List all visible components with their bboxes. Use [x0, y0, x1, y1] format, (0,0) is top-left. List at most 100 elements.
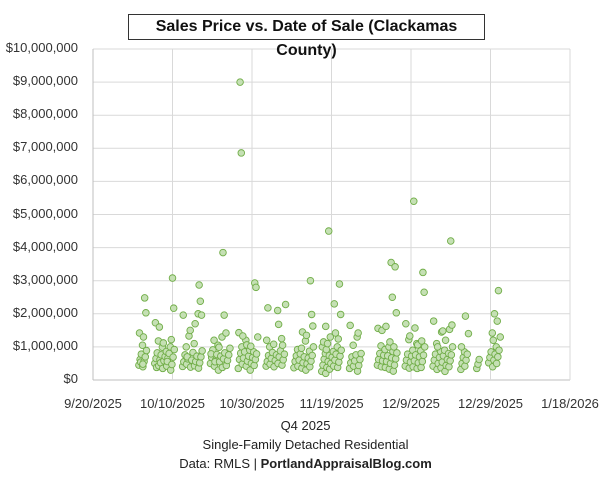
data-point — [219, 248, 227, 257]
data-point — [274, 320, 283, 329]
data-point — [197, 311, 206, 319]
data-point — [322, 345, 331, 354]
data-point — [382, 322, 390, 331]
data-point — [429, 317, 438, 325]
data-point — [492, 359, 501, 368]
data-point — [309, 322, 317, 330]
y-tick-label: $7,000,000 — [12, 139, 78, 155]
data-point — [336, 352, 344, 360]
data-point — [169, 353, 177, 361]
data-point — [448, 321, 456, 329]
data-point — [356, 355, 364, 364]
data-point — [195, 281, 203, 289]
data-point — [179, 311, 187, 319]
source-line: Data: RMLS | PortlandAppraisalBlog.com — [0, 456, 611, 471]
data-point — [273, 306, 282, 315]
data-point — [250, 361, 258, 370]
data-point — [461, 312, 470, 320]
data-point — [168, 360, 176, 369]
y-tick-label: $1,000,000 — [12, 337, 78, 353]
data-point — [278, 341, 287, 349]
data-point — [475, 355, 483, 364]
data-point — [402, 319, 410, 328]
data-point — [142, 309, 150, 317]
data-point — [388, 293, 397, 302]
y-tick-label: $3,000,000 — [12, 271, 78, 287]
data-point — [346, 321, 354, 330]
data-point — [269, 340, 278, 349]
data-point — [488, 329, 497, 337]
data-point — [418, 357, 427, 366]
data-point — [337, 346, 346, 354]
data-point — [464, 329, 473, 338]
data-point — [297, 344, 306, 352]
data-point — [281, 300, 290, 309]
data-point — [280, 350, 289, 358]
data-point — [433, 343, 442, 351]
y-tick-label: $10,000,000 — [5, 40, 78, 55]
data-point — [334, 335, 343, 343]
x-tick-label: 10/30/2025 — [219, 396, 285, 411]
data-point — [493, 317, 502, 325]
data-point — [496, 333, 505, 341]
data-point — [237, 149, 246, 157]
data-point — [417, 337, 426, 345]
x-tick-label: 1/18/2026 — [541, 396, 599, 411]
data-point — [419, 268, 427, 277]
data-point — [441, 336, 450, 345]
data-point — [324, 227, 333, 235]
data-point — [141, 353, 150, 361]
data-point — [236, 78, 244, 86]
data-point — [391, 355, 400, 363]
data-point — [210, 336, 218, 345]
gridlines — [92, 48, 571, 381]
y-tick-label: $4,000,000 — [12, 238, 78, 254]
data-point — [309, 343, 318, 351]
data-point — [191, 319, 199, 328]
data-point — [494, 353, 502, 361]
data-point — [489, 336, 498, 345]
data-point — [463, 350, 472, 358]
data-point — [170, 345, 179, 354]
data-point — [169, 304, 178, 312]
data-point — [336, 310, 345, 319]
data-point — [495, 346, 503, 354]
chart-subtitle: Single-Family Detached Residential — [202, 437, 409, 452]
data-point — [306, 276, 315, 285]
y-tick-label: $6,000,000 — [12, 172, 78, 188]
data-point — [445, 363, 453, 371]
data-point — [138, 341, 147, 349]
data-point — [252, 350, 261, 358]
data-point — [182, 343, 190, 351]
chart-title: Sales Price vs. Date of Sale (Clackamas … — [128, 14, 485, 59]
data-point — [198, 347, 206, 355]
data-point — [226, 344, 234, 352]
data-point — [439, 327, 447, 335]
x-tick-label: 11/19/2025 — [299, 396, 364, 411]
source-prefix: Data: RMLS | — [179, 456, 261, 471]
data-point — [420, 288, 428, 297]
data-point — [461, 362, 469, 370]
data-point — [490, 310, 499, 318]
data-point — [389, 367, 398, 375]
data-point — [326, 333, 335, 341]
data-point — [391, 263, 399, 271]
data-point — [142, 346, 151, 355]
data-point — [335, 280, 344, 288]
data-point — [277, 334, 286, 343]
data-point — [321, 322, 330, 331]
y-tick-label: $9,000,000 — [12, 73, 78, 89]
y-tick-label: $8,000,000 — [12, 106, 78, 122]
data-point — [323, 339, 332, 348]
data-point — [159, 339, 168, 347]
data-point — [420, 343, 429, 351]
x-tick-label: 12/29/2025 — [457, 396, 524, 411]
data-point — [224, 351, 233, 359]
data-point — [354, 329, 362, 337]
data-point — [335, 358, 343, 366]
source-site: PortlandAppraisalBlog.com — [260, 456, 432, 471]
data-point — [447, 237, 455, 245]
data-point — [330, 300, 339, 308]
data-point — [386, 338, 394, 346]
